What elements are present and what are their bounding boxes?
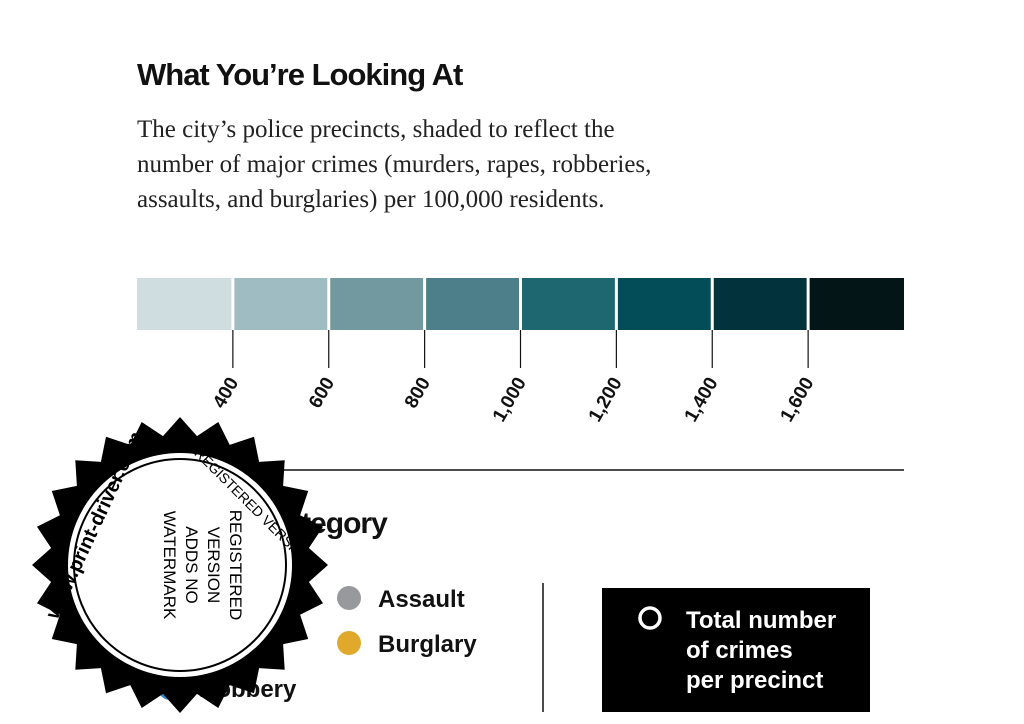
total-line: of crimes — [686, 637, 793, 664]
description-line: The city’s police precincts, shaded to r… — [137, 116, 615, 143]
scale-tick-label: 600 — [305, 374, 339, 412]
scale-swatch — [234, 278, 328, 330]
scale-tick-label: 1,200 — [585, 374, 627, 426]
category-dot — [337, 586, 361, 610]
scale-tick-label: 1,600 — [776, 374, 818, 426]
category-dot — [337, 631, 361, 655]
scale-swatch — [522, 278, 615, 330]
scale-swatch — [137, 278, 232, 330]
watermark-note: REGISTERED — [226, 510, 245, 621]
category-label: Assault — [378, 586, 465, 613]
scale-tick-label: 1,000 — [489, 374, 531, 426]
scale-swatch — [617, 278, 711, 330]
watermark-note: ADDS NO — [182, 526, 201, 603]
watermark-ring — [73, 458, 287, 672]
total-line: per precinct — [686, 667, 823, 694]
scale-tick-label: 400 — [209, 374, 243, 412]
watermark-inner — [68, 453, 292, 677]
scale-swatch — [713, 278, 807, 330]
scale-swatch — [330, 278, 424, 330]
category-label: Burglary — [378, 631, 477, 658]
description-line: number of major crimes (murders, rapes, … — [137, 151, 651, 178]
total-line: Total number — [686, 607, 836, 634]
total-icon — [638, 606, 662, 630]
scale-tick-label: 800 — [401, 374, 435, 412]
scale-swatch — [426, 278, 519, 330]
scale-tick-label: 1,400 — [681, 374, 723, 426]
watermark-note: VERSION — [204, 527, 223, 604]
title: What You’re Looking At — [137, 57, 463, 92]
watermark-note: WATERMARK — [160, 511, 179, 620]
watermark: www.print-driver.com UNREGISTERED VERSION… — [32, 417, 328, 713]
description-line: assaults, and burglaries) per 100,000 re… — [137, 186, 605, 213]
scale-swatch — [809, 278, 904, 330]
